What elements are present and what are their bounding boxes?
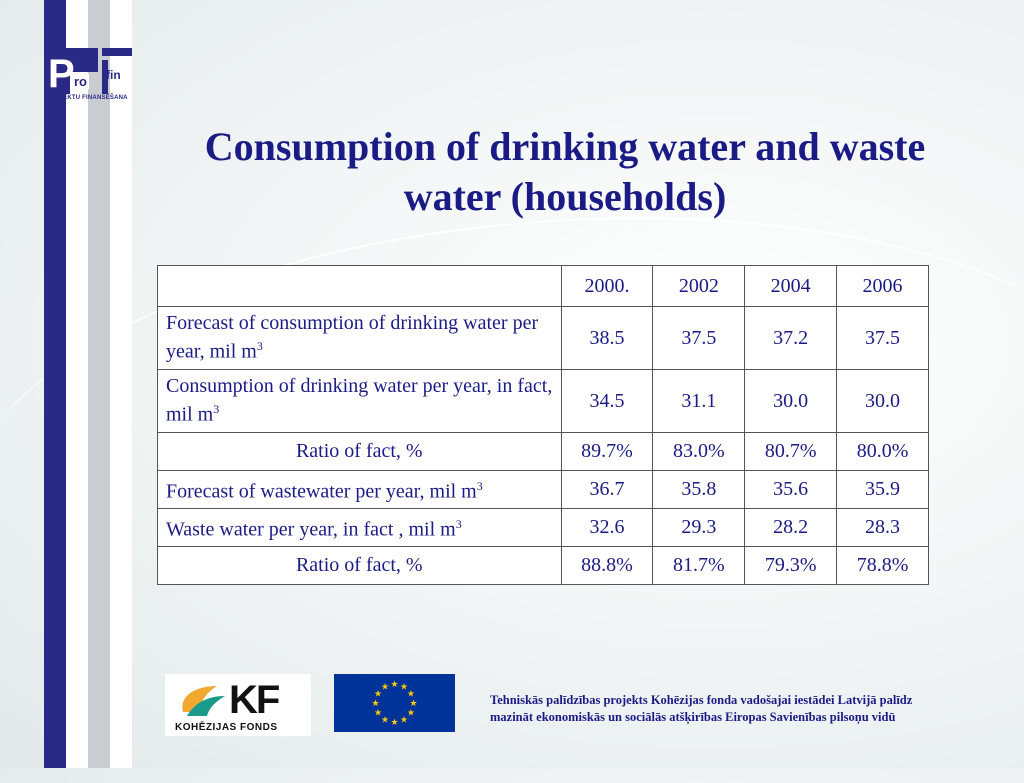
table-cell: 37.5 [652, 306, 746, 370]
table-cell: 32.6 [560, 508, 654, 547]
kohezijas-fonds-logo: KF KOHĒZIJAS FONDS [165, 674, 311, 736]
header-cell-2006: 2006 [836, 265, 929, 307]
footer-line-1: Tehniskās palīdzības projekts Kohēzijas … [490, 693, 913, 707]
table-row: Waste water per year, in fact , mil m3 3… [157, 508, 929, 547]
table-cell: 35.6 [744, 470, 838, 509]
logo-letters-fin: fin [106, 68, 121, 82]
consumption-table: 2000. 2002 2004 2006 Forecast of consump… [157, 265, 929, 585]
decor-bar-grey [88, 0, 110, 768]
logo-letters-ro: ro [72, 74, 89, 89]
table-cell: 37.5 [836, 306, 929, 370]
kf-logo-subtitle: KOHĒZIJAS FONDS [175, 722, 278, 733]
eu-star-icon: ★ [409, 699, 417, 709]
profin-logo: P ro fin PROJEKTU FINANSĒŠANA [44, 48, 134, 104]
table-row: Ratio of fact, % 89.7% 83.0% 80.7% 80.0% [157, 432, 929, 471]
header-cell-2002: 2002 [652, 265, 746, 307]
eu-star-icon: ★ [381, 715, 389, 725]
footer-line-2: mazināt ekonomiskās un sociālās atšķirīb… [490, 710, 896, 724]
logo-subtitle: PROJEKTU FINANSĒŠANA [46, 95, 128, 101]
table-cell: 30.0 [836, 369, 929, 433]
table-cell: 28.3 [836, 508, 929, 547]
table-cell: 81.7% [652, 546, 746, 585]
table-cell: 31.1 [652, 369, 746, 433]
eu-star-icon: ★ [407, 709, 415, 719]
decor-bar-dark [44, 0, 66, 768]
table-row: Forecast of consumption of drinking wate… [157, 306, 929, 370]
table-cell: 80.0% [836, 432, 929, 471]
decor-bar-white [66, 0, 88, 768]
table-cell: 88.8% [560, 546, 654, 585]
eu-star-icon: ★ [381, 683, 389, 693]
row-label: Forecast of wastewater per year, mil m3 [157, 470, 562, 509]
row-label: Forecast of consumption of drinking wate… [157, 306, 562, 370]
table-cell: 34.5 [560, 369, 654, 433]
row-label: Waste water per year, in fact , mil m3 [157, 508, 562, 547]
eu-star-icon: ★ [390, 718, 398, 728]
header-cell-2000: 2000. [560, 265, 654, 307]
eu-star-icon: ★ [390, 680, 398, 690]
footer-note: Tehniskās palīdzības projekts Kohēzijas … [490, 692, 990, 726]
table-cell: 29.3 [652, 508, 746, 547]
header-cell-2004: 2004 [744, 265, 838, 307]
kf-logo-text: KF [229, 678, 280, 722]
eu-star-icon: ★ [407, 690, 415, 700]
table-cell: 30.0 [744, 369, 838, 433]
row-label: Consumption of drinking water per year, … [157, 369, 562, 433]
table-cell: 79.3% [744, 546, 838, 585]
row-label: Ratio of fact, % [157, 546, 562, 585]
table-row: Ratio of fact, % 88.8% 81.7% 79.3% 78.8% [157, 546, 929, 585]
table-cell: 89.7% [560, 432, 654, 471]
table-cell: 37.2 [744, 306, 838, 370]
logo-letter-p: P [48, 52, 75, 96]
table-cell: 35.8 [652, 470, 746, 509]
table-cell: 78.8% [836, 546, 929, 585]
eu-star-icon: ★ [400, 683, 408, 693]
table-cell: 28.2 [744, 508, 838, 547]
table-cell: 35.9 [836, 470, 929, 509]
row-label: Ratio of fact, % [157, 432, 562, 471]
decor-bar-white-2 [110, 0, 132, 768]
table-cell: 83.0% [652, 432, 746, 471]
table-row: Forecast of wastewater per year, mil m3 … [157, 470, 929, 509]
kf-swirl-icon [182, 686, 225, 716]
table-cell: 38.5 [560, 306, 654, 370]
eu-star-icon: ★ [374, 690, 382, 700]
eu-star-icon: ★ [374, 709, 382, 719]
header-cell-empty [157, 265, 562, 307]
eu-star-icon: ★ [371, 699, 379, 709]
eu-star-icon: ★ [400, 715, 408, 725]
table-cell: 36.7 [560, 470, 654, 509]
table-cell: 80.7% [744, 432, 838, 471]
page-title: Consumption of drinking water and waste … [204, 124, 926, 219]
table-header-row: 2000. 2002 2004 2006 [157, 265, 929, 307]
eu-flag-icon: ★ ★★★★★★★★★★★ [334, 674, 455, 732]
table-row: Consumption of drinking water per year, … [157, 369, 929, 433]
